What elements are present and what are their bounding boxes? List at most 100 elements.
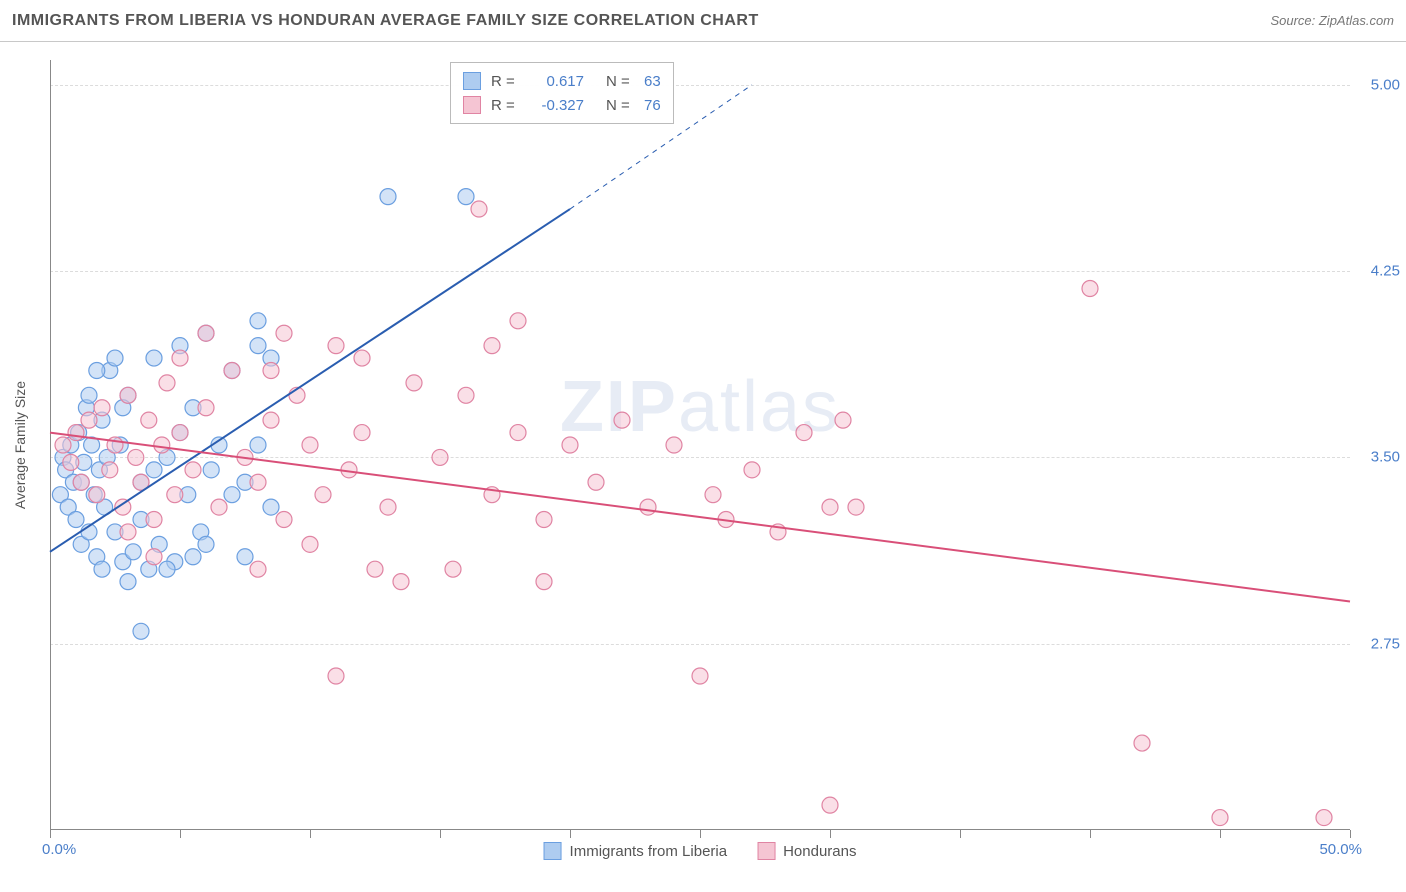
correlation-legend-row: R =-0.327N =76 bbox=[463, 93, 661, 117]
x-axis-min-label: 0.0% bbox=[42, 841, 76, 858]
data-point bbox=[471, 201, 487, 217]
data-point bbox=[63, 454, 79, 470]
data-point bbox=[120, 524, 136, 540]
data-point bbox=[302, 536, 318, 552]
data-point bbox=[141, 412, 157, 428]
data-point bbox=[250, 338, 266, 354]
data-point bbox=[276, 512, 292, 528]
data-point bbox=[562, 437, 578, 453]
n-value: 76 bbox=[644, 97, 661, 114]
data-point bbox=[406, 375, 422, 391]
legend-label: Hondurans bbox=[783, 843, 856, 860]
data-point bbox=[1316, 810, 1332, 826]
data-point bbox=[94, 561, 110, 577]
data-point bbox=[458, 189, 474, 205]
data-point bbox=[536, 512, 552, 528]
series-legend: Immigrants from Liberia Hondurans bbox=[544, 842, 857, 860]
data-point bbox=[250, 437, 266, 453]
data-point bbox=[250, 313, 266, 329]
scatter-plot-svg bbox=[50, 60, 1350, 830]
data-point bbox=[458, 387, 474, 403]
x-tick bbox=[440, 830, 441, 838]
data-point bbox=[224, 487, 240, 503]
data-point bbox=[536, 574, 552, 590]
data-point bbox=[614, 412, 630, 428]
r-value: 0.617 bbox=[529, 73, 584, 90]
correlation-legend-row: R =0.617N =63 bbox=[463, 69, 661, 93]
data-point bbox=[302, 437, 318, 453]
data-point bbox=[128, 449, 144, 465]
data-point bbox=[146, 350, 162, 366]
r-label: R = bbox=[491, 73, 519, 90]
x-tick bbox=[50, 830, 51, 838]
data-point bbox=[263, 412, 279, 428]
data-point bbox=[640, 499, 656, 515]
legend-item: Hondurans bbox=[757, 842, 856, 860]
data-point bbox=[705, 487, 721, 503]
data-point bbox=[55, 437, 71, 453]
title-bar: IMMIGRANTS FROM LIBERIA VS HONDURAN AVER… bbox=[0, 0, 1406, 42]
data-point bbox=[159, 561, 175, 577]
x-tick bbox=[310, 830, 311, 838]
data-point bbox=[203, 462, 219, 478]
r-value: -0.327 bbox=[529, 97, 584, 114]
legend-swatch bbox=[544, 842, 562, 860]
data-point bbox=[224, 362, 240, 378]
data-point bbox=[250, 561, 266, 577]
data-point bbox=[120, 574, 136, 590]
data-point bbox=[125, 544, 141, 560]
data-point bbox=[237, 549, 253, 565]
data-point bbox=[835, 412, 851, 428]
data-point bbox=[120, 387, 136, 403]
x-tick bbox=[1350, 830, 1351, 838]
legend-swatch bbox=[463, 96, 481, 114]
legend-swatch bbox=[463, 72, 481, 90]
data-point bbox=[510, 313, 526, 329]
data-point bbox=[510, 425, 526, 441]
data-point bbox=[354, 350, 370, 366]
x-tick bbox=[180, 830, 181, 838]
data-point bbox=[822, 499, 838, 515]
data-point bbox=[848, 499, 864, 515]
y-tick-label: 5.00 bbox=[1371, 76, 1400, 93]
data-point bbox=[185, 462, 201, 478]
data-point bbox=[185, 549, 201, 565]
data-point bbox=[68, 512, 84, 528]
data-point bbox=[367, 561, 383, 577]
data-point bbox=[393, 574, 409, 590]
data-point bbox=[172, 425, 188, 441]
data-point bbox=[167, 487, 183, 503]
n-label: N = bbox=[606, 73, 634, 90]
legend-swatch bbox=[757, 842, 775, 860]
data-point bbox=[1134, 735, 1150, 751]
data-point bbox=[380, 189, 396, 205]
data-point bbox=[445, 561, 461, 577]
data-point bbox=[81, 387, 97, 403]
data-point bbox=[263, 362, 279, 378]
data-point bbox=[68, 425, 84, 441]
x-axis-max-label: 50.0% bbox=[1319, 841, 1362, 858]
y-tick-label: 2.75 bbox=[1371, 635, 1400, 652]
data-point bbox=[796, 425, 812, 441]
y-tick-label: 4.25 bbox=[1371, 263, 1400, 280]
data-point bbox=[744, 462, 760, 478]
data-point bbox=[81, 412, 97, 428]
data-point bbox=[89, 362, 105, 378]
legend-label: Immigrants from Liberia bbox=[570, 843, 728, 860]
data-point bbox=[380, 499, 396, 515]
data-point bbox=[666, 437, 682, 453]
trend-line bbox=[50, 433, 1350, 602]
chart-title: IMMIGRANTS FROM LIBERIA VS HONDURAN AVER… bbox=[12, 12, 759, 30]
data-point bbox=[198, 325, 214, 341]
data-point bbox=[133, 623, 149, 639]
y-tick-label: 3.50 bbox=[1371, 449, 1400, 466]
data-point bbox=[146, 462, 162, 478]
data-point bbox=[328, 338, 344, 354]
data-point bbox=[198, 536, 214, 552]
n-label: N = bbox=[606, 97, 634, 114]
data-point bbox=[94, 400, 110, 416]
x-tick bbox=[1090, 830, 1091, 838]
x-tick bbox=[570, 830, 571, 838]
data-point bbox=[146, 549, 162, 565]
data-point bbox=[692, 668, 708, 684]
